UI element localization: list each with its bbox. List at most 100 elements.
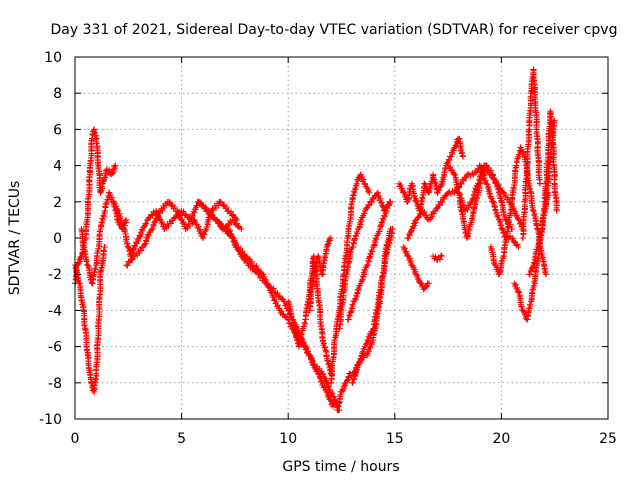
data-point xyxy=(553,207,560,214)
data-point xyxy=(448,153,455,160)
data-point xyxy=(99,217,106,224)
data-point xyxy=(425,188,432,195)
y-tick-label: -8 xyxy=(48,376,62,392)
data-point xyxy=(360,176,367,183)
y-tick-label: 10 xyxy=(44,50,62,66)
y-tick-label: -4 xyxy=(48,303,62,319)
x-tick-label: 10 xyxy=(279,431,297,447)
data-point xyxy=(509,235,516,242)
data-point xyxy=(485,167,492,174)
data-point xyxy=(109,194,116,201)
data-point xyxy=(425,280,432,287)
y-tick-label: -6 xyxy=(48,340,62,356)
data-point xyxy=(446,157,453,164)
data-point xyxy=(361,346,368,353)
data-point xyxy=(352,296,359,303)
data-point xyxy=(354,230,361,237)
y-axis-label: SDTVAR / TECUs xyxy=(7,181,23,296)
x-tick-label: 25 xyxy=(599,431,617,447)
data-point xyxy=(121,225,128,232)
data-point xyxy=(369,248,376,255)
data-point xyxy=(499,225,506,232)
data-point xyxy=(115,208,122,215)
y-tick-label: 0 xyxy=(53,231,62,247)
x-tick-label: 20 xyxy=(492,431,510,447)
data-point xyxy=(159,218,166,225)
data-point xyxy=(365,348,372,355)
data-point xyxy=(421,209,428,216)
y-tick-label: 6 xyxy=(53,122,62,138)
data-point xyxy=(436,187,443,194)
data-point xyxy=(315,253,322,260)
data-point xyxy=(526,271,533,278)
x-tick-label: 5 xyxy=(177,431,186,447)
data-point xyxy=(92,266,99,273)
data-point xyxy=(151,219,158,226)
data-point xyxy=(168,220,175,227)
data-point xyxy=(496,216,503,223)
data-point xyxy=(348,201,355,208)
data-point xyxy=(385,244,392,251)
data-point xyxy=(149,226,156,233)
data-point xyxy=(495,212,501,219)
data-point xyxy=(387,198,394,205)
data-point xyxy=(358,218,365,225)
data-point xyxy=(262,276,269,283)
data-point xyxy=(238,225,245,232)
data-point xyxy=(225,207,232,214)
data-point xyxy=(527,302,534,309)
x-axis-label: GPS time / hours xyxy=(282,459,399,475)
data-point xyxy=(512,281,519,288)
data-point xyxy=(381,213,388,220)
data-point xyxy=(268,289,275,296)
data-point xyxy=(447,163,454,170)
data-point xyxy=(130,246,137,253)
data-point xyxy=(128,256,135,263)
data-point xyxy=(455,135,462,142)
data-point xyxy=(325,383,332,390)
data-point xyxy=(351,189,358,196)
y-tick-label: -10 xyxy=(39,412,62,428)
data-point xyxy=(107,192,114,199)
data-point xyxy=(434,190,441,197)
data-point xyxy=(244,253,251,260)
data-point xyxy=(357,360,364,367)
y-tick-label: -2 xyxy=(48,267,62,283)
data-point xyxy=(422,284,429,291)
data-point xyxy=(389,225,396,232)
data-point xyxy=(111,165,118,172)
data-point xyxy=(175,209,182,216)
data-point xyxy=(138,247,145,254)
data-point xyxy=(450,170,457,177)
data-point xyxy=(406,232,413,239)
data-point xyxy=(79,240,86,247)
data-point xyxy=(345,316,352,323)
data-point xyxy=(200,235,207,242)
data-point xyxy=(377,195,384,202)
x-tick-label: 15 xyxy=(386,431,404,447)
data-point xyxy=(362,267,369,274)
data-point xyxy=(135,235,142,241)
data-point xyxy=(492,177,499,184)
data-point xyxy=(366,189,373,196)
data-point xyxy=(367,251,374,258)
gridlines xyxy=(75,57,608,419)
data-point xyxy=(533,246,540,253)
data-point xyxy=(139,227,146,234)
data-point xyxy=(294,335,301,342)
data-point xyxy=(413,271,420,278)
data-point xyxy=(463,205,470,212)
data-point xyxy=(483,180,490,187)
data-point xyxy=(365,188,372,195)
data-point xyxy=(369,199,376,206)
data-point xyxy=(494,180,501,187)
data-point xyxy=(214,217,221,224)
data-point xyxy=(288,313,295,320)
data-point xyxy=(232,239,239,246)
data-point xyxy=(191,209,198,216)
data-point xyxy=(370,196,377,203)
data-point xyxy=(367,344,374,351)
data-point xyxy=(248,258,255,265)
data-point xyxy=(493,209,500,216)
